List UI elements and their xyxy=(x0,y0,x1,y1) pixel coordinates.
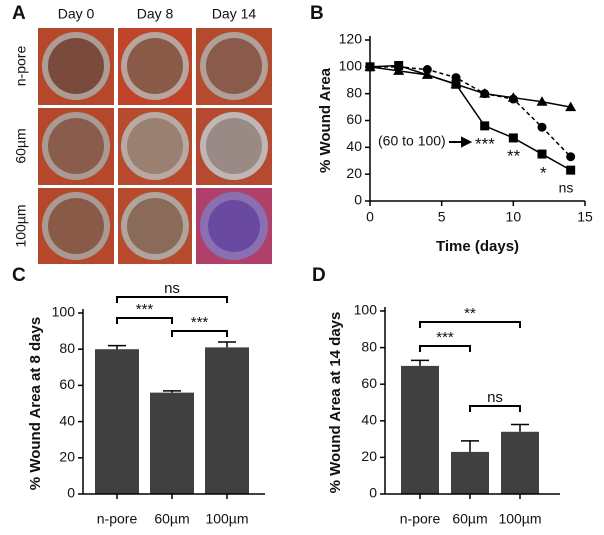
x-tick-label: 0 xyxy=(366,209,374,225)
y-tick-label: 100 xyxy=(354,302,378,318)
y-axis-label: % Wound Area at 8 days xyxy=(27,317,44,490)
y-tick-label: 40 xyxy=(59,412,75,428)
panel-label: B xyxy=(310,3,324,24)
y-tick-label: 40 xyxy=(361,412,377,428)
column-header: Day 14 xyxy=(212,6,257,22)
y-tick-label: 0 xyxy=(67,485,75,501)
annotation: *** xyxy=(475,134,495,153)
y-tick-label: 100 xyxy=(52,304,76,320)
marker xyxy=(537,149,547,159)
significance-bracket xyxy=(171,330,228,337)
series-line xyxy=(369,66,571,108)
y-tick-label: 60 xyxy=(346,111,362,127)
significance-label: *** xyxy=(191,314,209,331)
significance-bracket xyxy=(419,321,521,328)
y-axis-label: % Wound Area xyxy=(317,67,334,173)
annotation: ** xyxy=(507,146,521,165)
x-tick-label: 5 xyxy=(438,209,446,225)
bar xyxy=(451,451,489,494)
column-header: Day 0 xyxy=(58,6,95,22)
y-tick-label: 120 xyxy=(339,31,363,47)
panel-label: C xyxy=(12,265,26,286)
significance-bracket xyxy=(116,317,173,324)
y-tick-label: 0 xyxy=(369,485,377,501)
marker xyxy=(508,133,518,143)
significance-label: ** xyxy=(464,305,476,322)
significance-bracket xyxy=(469,405,521,412)
marker xyxy=(537,122,547,132)
row-header: 100µm xyxy=(13,204,29,247)
annotation: (60 to 100) xyxy=(378,133,446,149)
annotation: * xyxy=(540,163,547,182)
significance-label: *** xyxy=(136,301,154,318)
row-header: n-pore xyxy=(13,46,29,87)
bar xyxy=(501,431,539,494)
y-tick-label: 40 xyxy=(346,138,362,154)
x-tick-label: n-pore xyxy=(97,511,138,527)
marker xyxy=(450,78,462,89)
marker xyxy=(536,96,548,106)
panel-label: D xyxy=(312,265,326,286)
y-axis-label: % Wound Area at 14 days xyxy=(327,312,344,494)
significance-label: ns xyxy=(164,280,180,297)
marker xyxy=(565,101,577,112)
x-tick-label: 100µm xyxy=(205,511,248,527)
error-bar xyxy=(411,359,429,366)
significance-bracket xyxy=(419,345,471,352)
x-axis-label: Time (days) xyxy=(436,238,519,255)
marker xyxy=(451,73,461,83)
arrow xyxy=(449,136,473,148)
marker xyxy=(479,88,491,98)
y-tick-label: 20 xyxy=(361,448,377,464)
marker xyxy=(364,61,376,71)
significance-bracket xyxy=(116,296,228,303)
bar xyxy=(401,365,439,494)
y-tick-label: 0 xyxy=(354,192,362,208)
y-tick-label: 80 xyxy=(361,338,377,354)
x-tick-label: 60µm xyxy=(154,511,189,527)
y-tick-label: 20 xyxy=(346,165,362,181)
annotation: ns xyxy=(559,180,574,196)
marker xyxy=(421,69,433,79)
error-bar xyxy=(108,344,126,350)
series-line xyxy=(370,66,572,158)
y-tick-label: 60 xyxy=(59,376,75,392)
marker xyxy=(566,165,576,175)
error-bar xyxy=(163,390,181,393)
bar xyxy=(150,392,194,494)
x-tick-label: n-pore xyxy=(400,511,441,527)
y-tick-label: 60 xyxy=(361,375,377,391)
row-header: 60µm xyxy=(13,128,29,163)
significance-label: *** xyxy=(436,329,454,346)
marker xyxy=(566,152,576,162)
photo-grid xyxy=(38,28,272,264)
x-tick-label: 100µm xyxy=(498,511,541,527)
y-tick-label: 100 xyxy=(339,58,363,74)
y-tick-label: 80 xyxy=(346,84,362,100)
x-tick-label: 10 xyxy=(506,209,522,225)
bar xyxy=(95,349,139,494)
y-tick-label: 80 xyxy=(59,340,75,356)
bar xyxy=(205,347,249,494)
error-bar xyxy=(461,440,479,452)
significance-label: ns xyxy=(487,389,503,406)
x-tick-label: 15 xyxy=(577,209,593,225)
error-bar xyxy=(511,423,529,432)
x-tick-label: 60µm xyxy=(452,511,487,527)
marker xyxy=(480,121,490,131)
error-bar xyxy=(218,341,236,348)
marker xyxy=(393,65,405,75)
column-header: Day 8 xyxy=(137,6,174,22)
y-tick-label: 20 xyxy=(59,449,75,465)
marker xyxy=(507,92,519,102)
panel-label: A xyxy=(12,3,26,24)
